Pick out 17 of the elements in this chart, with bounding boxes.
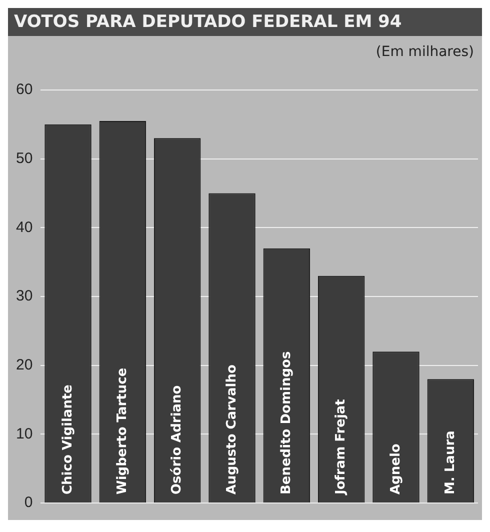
x-tick-label: Benedito Domingos — [279, 351, 294, 494]
y-tick-label: 30 — [16, 288, 33, 305]
y-tick-label: 50 — [16, 150, 33, 167]
x-tick-label: Jofram Frejat — [334, 399, 349, 496]
x-tick-label: Augusto Carvalho — [224, 364, 240, 494]
x-tick-label: Agnelo — [388, 444, 404, 494]
chart-subtitle: (Em milhares) — [374, 43, 475, 60]
x-tick-label: M. Laura — [443, 430, 458, 494]
y-tick-label: 0 — [24, 494, 33, 512]
y-tick-label: 40 — [16, 218, 33, 236]
y-tick-label: 60 — [16, 81, 33, 98]
x-tick-label: Wigberto Tartuce — [115, 368, 130, 494]
chart-title: VOTOS PARA DEPUTADO FEDERAL EM 94 — [8, 8, 482, 36]
x-tick-label: Chico Vigilante — [60, 384, 76, 494]
y-tick-label: 20 — [16, 356, 33, 374]
y-tick-label: 10 — [16, 425, 33, 442]
x-tick-label: Osório Adriano — [170, 385, 185, 494]
